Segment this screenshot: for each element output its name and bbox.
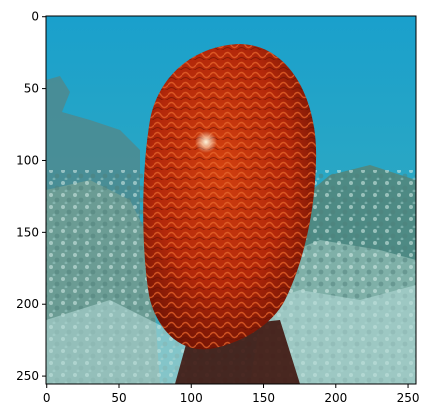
x-tick-label: 200 [324, 391, 347, 405]
y-tick-label: 200 [16, 297, 39, 311]
y-tick-label: 150 [16, 225, 39, 239]
y-tick-label: 250 [16, 369, 39, 383]
x-tick-label: 100 [180, 391, 203, 405]
y-tick-label: 50 [24, 82, 39, 96]
x-axis: 0 50 100 150 200 250 [43, 384, 420, 405]
x-tick-label: 50 [111, 391, 126, 405]
axes-frame [45, 15, 417, 385]
y-tick-label: 0 [31, 10, 39, 24]
coral-photo [46, 16, 416, 384]
x-tick-label: 150 [252, 391, 275, 405]
y-tick-label: 100 [16, 153, 39, 167]
x-tick-label: 0 [43, 391, 51, 405]
y-axis: 0 50 100 150 200 250 [16, 10, 46, 383]
x-tick-label: 250 [397, 391, 420, 405]
